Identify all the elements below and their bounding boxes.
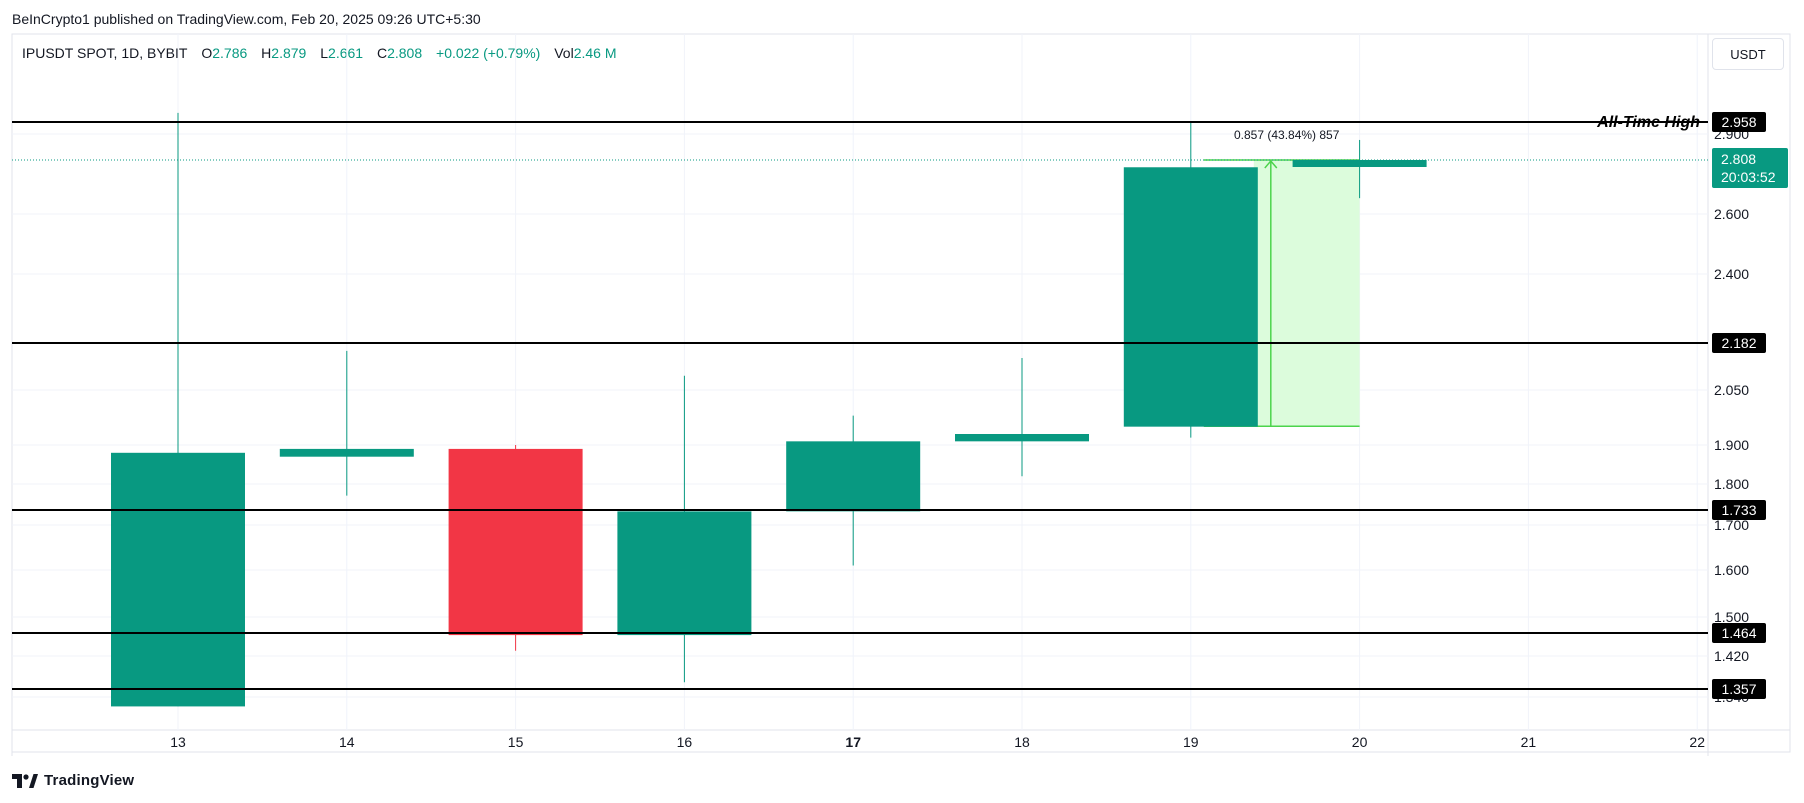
level-price-tag (1712, 500, 1766, 520)
candle-body-17[interactable] (786, 441, 921, 512)
tradingview-logo-icon (12, 773, 38, 788)
candle-body-19[interactable] (1123, 167, 1258, 427)
currency-button[interactable]: USDT (1712, 38, 1784, 70)
open-label: O (201, 45, 213, 61)
high-label: H (261, 45, 272, 61)
last-price-label: 2.808 (1721, 151, 1756, 167)
x-tick-label: 14 (339, 734, 355, 750)
candle-body-16[interactable] (617, 511, 752, 636)
volume-value: 2.46 M (573, 45, 617, 61)
symbol-name[interactable]: IPUSDT SPOT, 1D, BYBIT (22, 45, 188, 61)
y-tick-label: 1.420 (1714, 648, 1749, 664)
x-tick-label: 21 (1521, 734, 1537, 750)
level-price-label: 2.958 (1721, 114, 1756, 130)
y-tick-label: 1.600 (1714, 562, 1749, 578)
x-tick-label: 18 (1014, 734, 1030, 750)
chart-frame (11, 33, 1791, 753)
high-value: 2.879 (271, 45, 307, 61)
level-price-tag (1712, 333, 1766, 353)
close-value: 2.808 (387, 45, 423, 61)
candle-body-20[interactable] (1292, 160, 1427, 167)
y-tick-label: 2.050 (1714, 382, 1749, 398)
x-tick-label: 22 (1689, 734, 1705, 750)
y-tick-label: 1.900 (1714, 437, 1749, 453)
bar-countdown-label: 20:03:52 (1721, 169, 1776, 185)
x-tick-label: 15 (508, 734, 524, 750)
y-tick-label: 1.700 (1714, 517, 1749, 533)
volume-label: Vol (554, 45, 574, 61)
tradingview-brand: TradingView (44, 772, 135, 789)
close-label: C (376, 45, 388, 61)
measure-arrow-head (1264, 159, 1278, 169)
symbol-info-bar: IPUSDT SPOT, 1D, BYBIT O2.786 H2.879 L2.… (22, 45, 617, 61)
level-annotation: All-Time High (1596, 114, 1700, 131)
measure-label: 0.857 (43.84%) 857 (1234, 128, 1340, 142)
x-tick-label: 13 (170, 734, 186, 750)
x-tick-label: 19 (1183, 734, 1199, 750)
open-value: 2.786 (212, 45, 248, 61)
y-tick-label: 1.500 (1714, 609, 1749, 625)
level-price-label: 1.464 (1721, 625, 1756, 641)
y-tick-label: 1.800 (1714, 476, 1749, 492)
x-tick-label: 20 (1352, 734, 1368, 750)
tradingview-logo[interactable]: TradingView (12, 772, 134, 789)
level-price-tag (1712, 112, 1766, 132)
x-tick-label: 16 (677, 734, 693, 750)
level-price-tag (1712, 679, 1766, 699)
x-tick-label: 17 (845, 734, 861, 750)
level-price-label: 1.733 (1721, 502, 1756, 518)
low-value: 2.661 (328, 45, 364, 61)
y-tick-label: 2.400 (1714, 266, 1749, 282)
measure-box[interactable] (1253, 160, 1360, 427)
publisher-line: BeInCrypto1 published on TradingView.com… (12, 11, 481, 27)
change-value: +0.022 (+0.79%) (436, 45, 541, 61)
last-price-tag (1712, 148, 1788, 188)
candle-body-14[interactable] (279, 448, 414, 457)
level-price-label: 1.357 (1721, 681, 1756, 697)
low-label: L (320, 45, 329, 61)
candle-body-15[interactable] (448, 448, 583, 636)
candle-body-13[interactable] (111, 452, 245, 707)
level-price-label: 2.182 (1721, 335, 1756, 351)
level-price-tag (1712, 623, 1766, 643)
candle-body-18[interactable] (955, 434, 1089, 442)
y-tick-label: 2.600 (1714, 206, 1749, 222)
